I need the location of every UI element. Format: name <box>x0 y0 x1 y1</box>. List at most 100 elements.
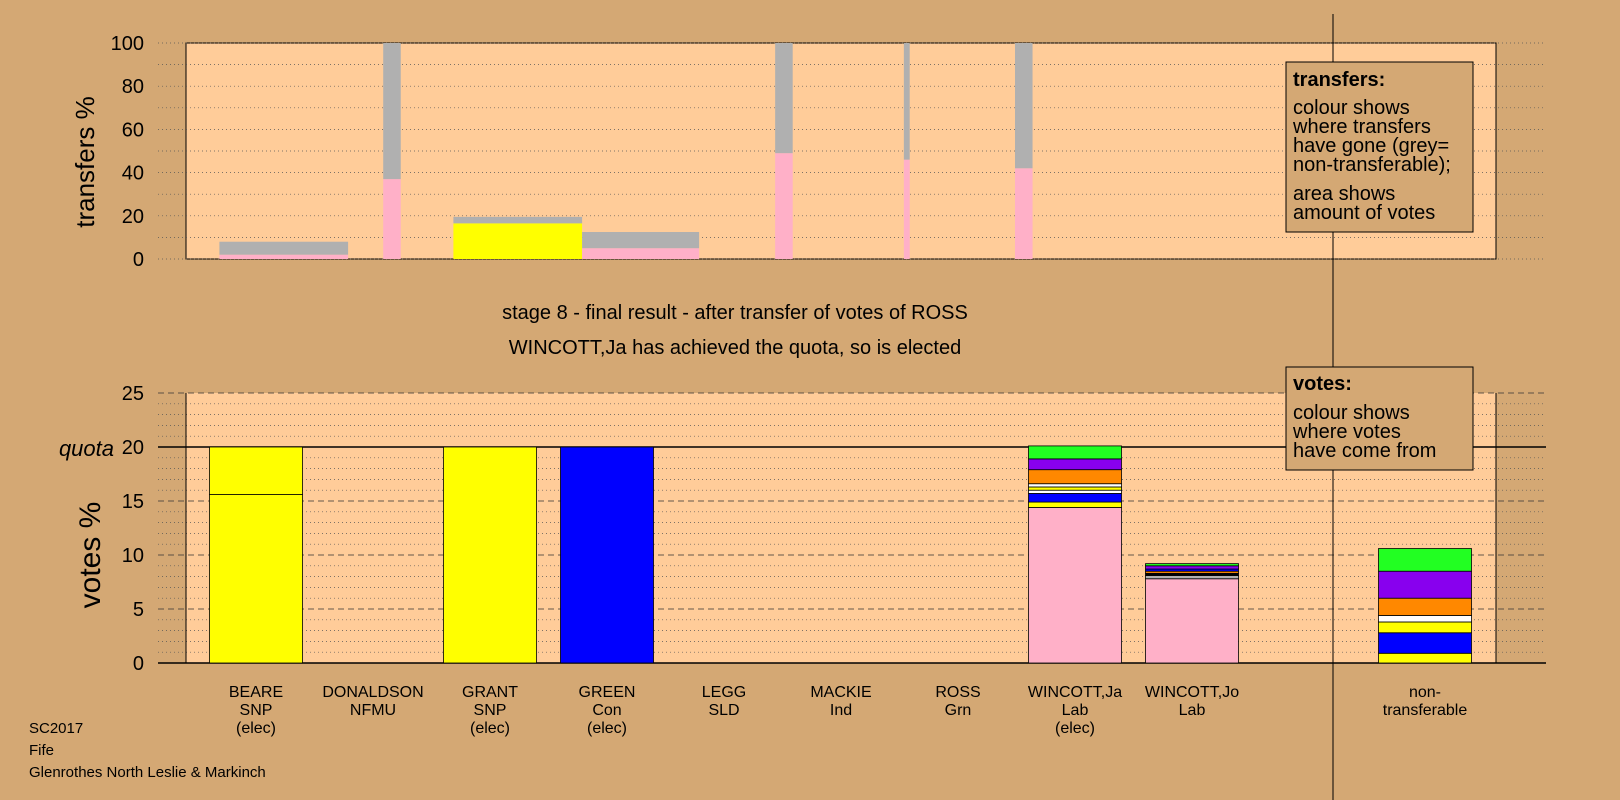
candidate-label: BEARE <box>229 684 283 701</box>
footer-line: SC2017 <box>29 720 83 737</box>
transfer-bar-segment <box>903 43 910 160</box>
candidate-label: Con <box>592 702 621 719</box>
transfer-bar-segment <box>582 248 700 259</box>
vote-bar-segment <box>209 494 303 664</box>
vote-bar-segment <box>1145 578 1239 664</box>
footer-line: Glenrothes North Leslie & Markinch <box>29 764 266 781</box>
quota-label: quota <box>59 436 114 461</box>
candidate-label: SNP <box>240 702 273 719</box>
stage-subtitle: WINCOTT,Ja has achieved the quota, so is… <box>509 337 961 359</box>
transfer-bar-segment <box>383 179 401 259</box>
votes-tick-label: 15 <box>122 491 144 513</box>
vote-bar-segment <box>1145 575 1239 580</box>
votes-tick-label: 5 <box>133 599 144 621</box>
vote-bar-segment <box>1028 458 1122 471</box>
candidate-label: (elec) <box>470 720 510 737</box>
transfer-bar-segment <box>383 43 401 180</box>
transfer-bar-segment <box>219 241 349 255</box>
candidate-label: GREEN <box>579 684 636 701</box>
transfers-legend-line: where transfers <box>1292 116 1431 138</box>
transfers-tick-label: 60 <box>122 119 144 141</box>
vote-bar-segment <box>1028 486 1122 491</box>
transfers-plot-area <box>185 42 1497 260</box>
votes-plot-area <box>186 393 1496 663</box>
candidate-label: WINCOTT,Jo <box>1145 684 1239 701</box>
transfers-tick-label: 20 <box>122 206 144 228</box>
transfers-legend-line: amount of votes <box>1293 202 1435 224</box>
footer-line: Fife <box>29 742 54 759</box>
transfer-bar-segment <box>1015 43 1033 169</box>
votes-tick-label: 25 <box>122 383 144 405</box>
vote-bar-segment <box>1145 565 1239 570</box>
votes-legend-title: votes: <box>1293 373 1352 395</box>
candidate-label: (elec) <box>587 720 627 737</box>
vote-bar-segment <box>560 446 654 664</box>
candidate-label: non- <box>1409 684 1441 701</box>
votes-legend-line: where votes <box>1292 421 1401 443</box>
votes-legend-line: have come from <box>1293 440 1436 462</box>
vote-bar-segment <box>1378 632 1472 654</box>
candidate-label: transferable <box>1383 702 1468 719</box>
vote-bar-segment <box>1028 489 1122 494</box>
vote-bar-segment <box>1028 445 1122 460</box>
votes-legend-box <box>1285 366 1474 471</box>
votes-ylabel: votes % <box>74 502 107 609</box>
transfers-tick-label: 0 <box>133 249 144 271</box>
candidate-label: SNP <box>474 702 507 719</box>
candidate-label: DONALDSON <box>322 684 423 701</box>
candidate-label: ROSS <box>935 684 980 701</box>
transfer-bar-segment <box>453 223 583 259</box>
vote-bar-segment <box>1378 652 1472 664</box>
vote-bar-segment <box>1028 507 1122 664</box>
vote-bar-segment <box>1378 615 1472 623</box>
candidate-label: Ind <box>830 702 852 719</box>
candidate-label: Grn <box>945 702 972 719</box>
candidate-label: (elec) <box>1055 720 1095 737</box>
votes-legend: votes: colour shows where votes have com… <box>1285 366 1474 471</box>
transfers-tick-label: 40 <box>122 163 144 185</box>
vote-bar-segment <box>209 446 303 495</box>
transfers-ylabel: transfers % <box>70 96 100 228</box>
votes-tick-label: 20 <box>122 437 144 459</box>
transfers-tick-label: 100 <box>111 33 144 55</box>
candidate-label: MACKIE <box>810 684 871 701</box>
transfer-bar-segment <box>453 216 583 224</box>
transfers-legend-line: area shows <box>1293 183 1395 205</box>
vote-bar-segment <box>1028 493 1122 503</box>
transfer-bar-segment <box>1015 168 1033 259</box>
vote-bar-segment <box>1378 621 1472 634</box>
stage-title: stage 8 - final result - after transfer … <box>502 302 968 324</box>
candidate-label: LEGG <box>702 684 746 701</box>
transfer-bar-segment <box>775 43 793 154</box>
candidate-label: GRANT <box>462 684 518 701</box>
candidate-label: NFMU <box>350 702 396 719</box>
transfer-bar-segment <box>219 254 349 259</box>
transfers-tick-label: 80 <box>122 76 144 98</box>
votes-legend-line: colour shows <box>1293 402 1410 424</box>
vote-bar-segment <box>1028 501 1122 508</box>
transfer-bar-segment <box>582 232 700 249</box>
candidate-label: Lab <box>1179 702 1206 719</box>
votes-tick-label: 0 <box>133 653 144 675</box>
transfers-legend-line: have gone (grey= <box>1293 135 1449 157</box>
vote-bar-segment <box>1378 570 1472 599</box>
vote-bar-segment <box>443 446 537 664</box>
candidate-label: Lab <box>1062 702 1089 719</box>
transfers-legend-box <box>1285 61 1474 233</box>
transfers-legend-line: colour shows <box>1293 97 1410 119</box>
votes-tick-label: 10 <box>122 545 144 567</box>
transfers-legend: transfers: colour shows where transfers … <box>1285 61 1474 233</box>
vote-bar-segment <box>1028 469 1122 485</box>
transfer-bar-segment <box>903 159 910 259</box>
candidate-label: (elec) <box>236 720 276 737</box>
vote-bar-segment <box>1378 597 1472 616</box>
transfer-bar-segment <box>775 153 793 259</box>
vote-bar-segment <box>1028 483 1122 488</box>
candidate-label: WINCOTT,Ja <box>1028 684 1122 701</box>
vote-bar-segment <box>1378 548 1472 572</box>
vote-bar-segment <box>1145 563 1239 567</box>
transfers-legend-line: non-transferable); <box>1293 154 1451 176</box>
transfers-legend-title: transfers: <box>1293 69 1385 91</box>
candidate-label: SLD <box>708 702 739 719</box>
